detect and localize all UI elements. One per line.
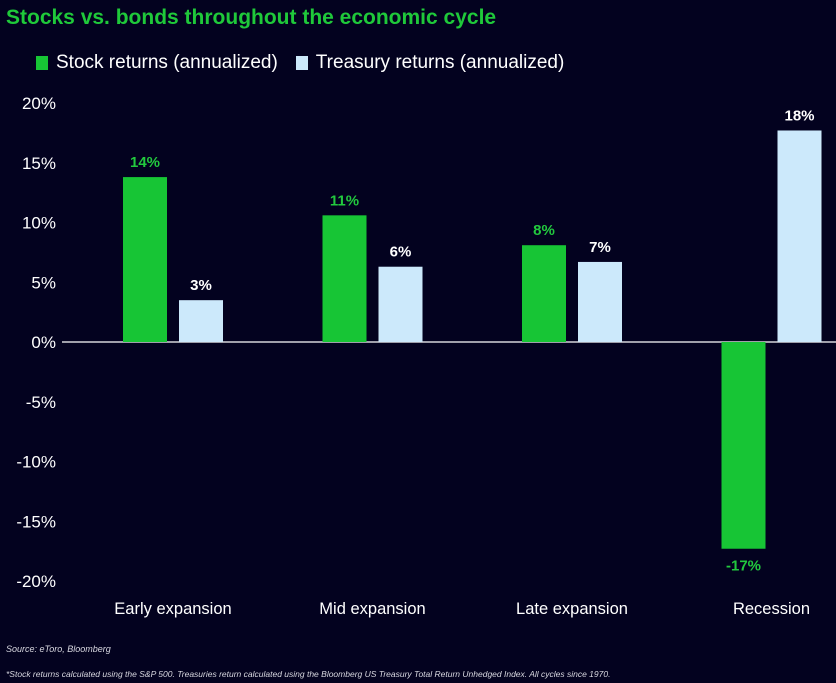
- legend-item-stock: Stock returns (annualized): [36, 52, 278, 74]
- chart-title: Stocks vs. bonds throughout the economic…: [6, 6, 497, 29]
- y-tick-label: -15%: [16, 512, 56, 531]
- data-label-treasury: 3%: [190, 277, 212, 294]
- data-label-treasury: 6%: [390, 244, 412, 261]
- bar-stock: [522, 245, 566, 342]
- legend-swatch-stock: [36, 56, 48, 70]
- legend-item-treasury: Treasury returns (annualized): [295, 52, 565, 74]
- bar-treasury: [578, 261, 622, 342]
- data-label-stock: 11%: [330, 192, 359, 209]
- bar-treasury: [777, 130, 822, 342]
- source-note: Source: eToro, Bloomberg: [6, 644, 111, 654]
- data-label-stock: -17%: [726, 558, 761, 575]
- bar-stock: [123, 177, 167, 342]
- y-tick-label: -20%: [16, 572, 56, 591]
- bar-stock: [721, 342, 766, 549]
- y-tick-label: 10%: [22, 214, 56, 233]
- legend-swatch-treasury: [295, 56, 308, 70]
- data-label-stock: 14%: [130, 154, 160, 171]
- legend-label-stock: Stock returns (annualized): [56, 52, 278, 73]
- y-tick-label: -5%: [26, 393, 56, 412]
- bar-stock: [322, 215, 367, 342]
- x-category-label: Late expansion: [516, 600, 628, 618]
- y-tick-label: 15%: [22, 154, 56, 173]
- legend-label-treasury: Treasury returns (annualized): [315, 52, 565, 73]
- data-label-stock: 8%: [533, 222, 555, 239]
- methodology-note: *Stock returns calculated using the S&P …: [6, 669, 611, 679]
- y-tick-label: 20%: [22, 94, 56, 113]
- bar-treasury: [378, 266, 423, 342]
- y-tick-label: -10%: [16, 453, 56, 472]
- x-category-label: Mid expansion: [319, 600, 425, 618]
- data-label-treasury: 18%: [784, 107, 814, 124]
- y-tick-label: 5%: [31, 273, 56, 292]
- bar-treasury: [179, 300, 223, 342]
- y-tick-label: 0%: [31, 333, 56, 352]
- data-label-treasury: 7%: [589, 239, 611, 256]
- x-category-label: Early expansion: [114, 600, 231, 618]
- chart-legend: Stock returns (annualized) Treasury retu…: [36, 52, 582, 74]
- x-category-label: Recession: [733, 600, 810, 618]
